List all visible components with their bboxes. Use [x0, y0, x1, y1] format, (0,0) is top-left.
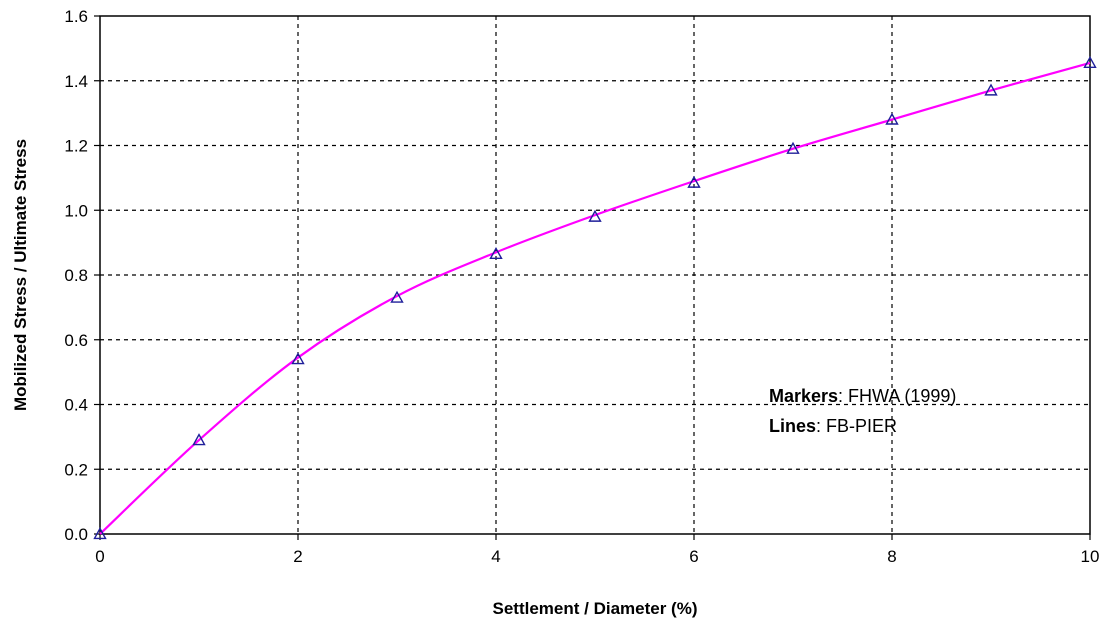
y-tick-label: 0.2 [64, 460, 88, 479]
annotation-lines-label: Lines [769, 416, 816, 436]
data-point-fhwa [192, 433, 206, 446]
grid [100, 16, 1090, 534]
annotation-line-2: Lines: FB-PIER [769, 416, 897, 436]
y-tick-label: 1.0 [64, 201, 88, 220]
y-tick-label: 0.8 [64, 266, 88, 285]
y-tick-label: 1.4 [64, 72, 88, 91]
series-line-fb-pier [99, 61, 1091, 535]
data-point-fhwa [984, 83, 998, 96]
x-tick-label: 6 [689, 547, 698, 566]
y-tick-label: 0.4 [64, 396, 88, 415]
data-point-fhwa [885, 112, 899, 125]
x-tick-label: 10 [1081, 547, 1100, 566]
annotation-lines-value: : FB-PIER [816, 416, 897, 436]
data-point-fhwa [687, 175, 701, 188]
legend-annotation: Markers: FHWA (1999) Lines: FB-PIER [769, 386, 956, 436]
y-tick-label: 1.2 [64, 137, 88, 156]
x-tick-label: 4 [491, 547, 500, 566]
y-tick-label: 0.6 [64, 331, 88, 350]
data-point-fhwa [588, 209, 602, 222]
data-point-fhwa [390, 290, 404, 303]
data-point-fhwa [1083, 56, 1097, 69]
data-point-fhwa [291, 352, 305, 365]
x-axis-title: Settlement / Diameter (%) [493, 599, 698, 618]
y-tick-label: 0.0 [64, 525, 88, 544]
tick-labels: 0 2 4 6 8 10 0.0 0.2 0.4 0.6 0.8 1.0 1.2 1.4 1.6 [64, 7, 1099, 566]
x-tick-label: 8 [887, 547, 896, 566]
x-tick-label: 2 [293, 547, 302, 566]
data-point-fhwa [93, 527, 107, 540]
x-tick-label: 0 [95, 547, 104, 566]
annotation-markers-value: : FHWA (1999) [838, 386, 956, 406]
y-axis-title: Mobilized Stress / Ultimate Stress [11, 139, 30, 411]
annotation-markers-label: Markers [769, 386, 838, 406]
annotation-line-1: Markers: FHWA (1999) [769, 386, 956, 406]
y-tick-label: 1.6 [64, 7, 88, 26]
data-point-fhwa [489, 247, 503, 260]
series-layer [93, 56, 1097, 540]
data-point-fhwa [786, 141, 800, 154]
